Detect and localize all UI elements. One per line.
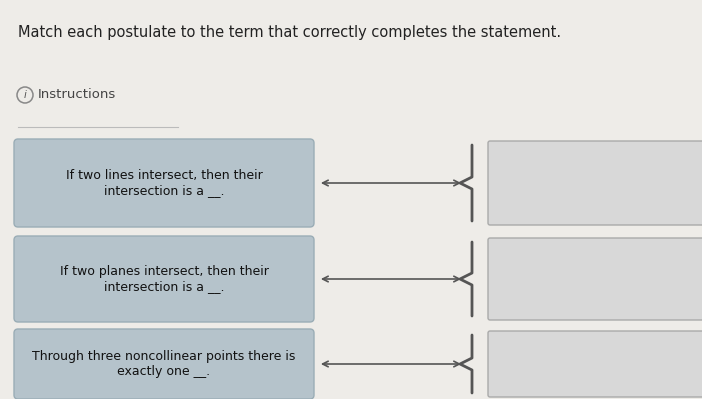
Text: If two lines intersect, then their
intersection is a __.: If two lines intersect, then their inter… bbox=[65, 169, 263, 197]
Text: If two planes intersect, then their
intersection is a __.: If two planes intersect, then their inte… bbox=[60, 265, 268, 293]
FancyBboxPatch shape bbox=[488, 141, 702, 225]
FancyBboxPatch shape bbox=[488, 331, 702, 397]
FancyBboxPatch shape bbox=[14, 236, 314, 322]
FancyBboxPatch shape bbox=[14, 139, 314, 227]
Text: Match each postulate to the term that correctly completes the statement.: Match each postulate to the term that co… bbox=[18, 26, 561, 41]
FancyBboxPatch shape bbox=[488, 238, 702, 320]
Text: Instructions: Instructions bbox=[38, 89, 117, 101]
FancyBboxPatch shape bbox=[14, 329, 314, 399]
Text: Through three noncollinear points there is
exactly one __.: Through three noncollinear points there … bbox=[32, 350, 296, 378]
Text: i: i bbox=[24, 90, 27, 100]
